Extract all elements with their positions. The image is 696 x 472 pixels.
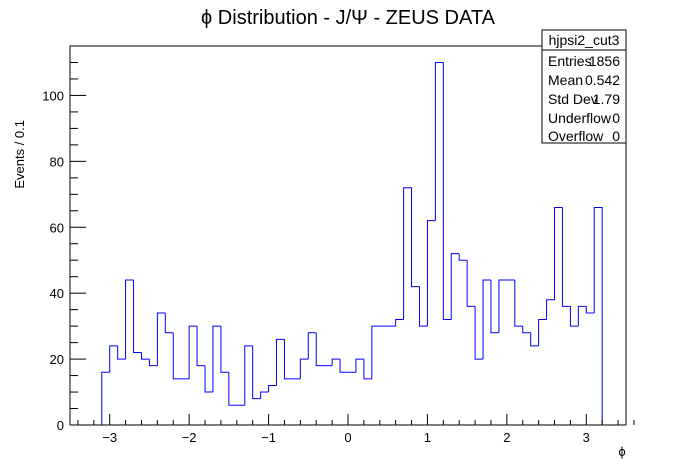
histogram-bin <box>522 326 531 334</box>
chart-title: ϕ Distribution - J/Ψ - ZEUS DATA <box>201 7 496 29</box>
x-tick-label: 3 <box>583 430 590 445</box>
x-axis-label: ϕ <box>618 444 625 459</box>
histogram-bin <box>299 358 309 379</box>
y-axis-ticks: 0 20 40 60 80 100 <box>42 45 86 433</box>
histogram-bin <box>228 372 237 406</box>
histogram-bin <box>411 187 420 288</box>
histogram-bin <box>554 206 563 300</box>
histogram-bin <box>577 305 587 327</box>
y-axis-label: Events / 0.1 <box>12 120 27 189</box>
histogram-bin <box>442 62 452 321</box>
histogram-bin <box>561 207 571 307</box>
y-tick-label: 100 <box>42 88 64 103</box>
histogram-bin <box>538 319 547 346</box>
x-tick-label: 2 <box>503 430 510 445</box>
x-tick-label: −1 <box>261 430 276 445</box>
histogram-bin <box>355 358 364 373</box>
histogram-bin <box>109 345 118 373</box>
x-tick-label: −2 <box>182 430 197 445</box>
histogram-bin <box>268 384 277 393</box>
stats-box-title: hjpsi2_cut3 <box>549 32 620 48</box>
stats-box-frame <box>541 29 627 144</box>
histogram-bin <box>474 306 484 360</box>
histogram-bin <box>244 345 253 406</box>
histogram-bin <box>164 312 174 334</box>
x-tick-label: 0 <box>344 430 351 445</box>
histogram-bin <box>125 279 134 360</box>
histogram-bin <box>418 286 428 327</box>
x-tick-label: −3 <box>102 430 117 445</box>
stats-underflow-value: 0 <box>612 110 620 126</box>
histogram-bin <box>140 352 150 360</box>
stats-entries-label: Entries <box>548 53 592 69</box>
histogram-bin <box>403 187 412 320</box>
stats-overflow-label: Overflow <box>548 128 604 144</box>
histogram-bin <box>530 332 539 347</box>
histogram-bin <box>339 359 348 373</box>
histogram-bin <box>395 319 404 327</box>
x-tick-label: 1 <box>424 430 431 445</box>
histogram-bin <box>466 260 476 307</box>
histogram-bin <box>450 253 460 320</box>
histogram-bin <box>593 206 603 425</box>
histogram-bin <box>498 279 507 333</box>
stats-mean-value: 0.542 <box>585 72 620 88</box>
histogram-bin <box>133 279 142 353</box>
histogram-bin <box>220 326 229 373</box>
histogram-bin <box>490 279 499 334</box>
stats-stddev-value: 1.79 <box>593 91 620 107</box>
stats-underflow-label: Underflow <box>548 110 612 126</box>
histogram-bin <box>371 325 380 379</box>
histogram-bin <box>172 332 182 380</box>
histogram-bin <box>283 339 293 380</box>
y-tick-label: 60 <box>50 220 64 235</box>
histogram-bin <box>101 371 110 425</box>
histogram-bin <box>196 326 206 367</box>
y-tick-label: 80 <box>50 154 64 169</box>
histogram-bin <box>260 391 269 399</box>
stats-mean-label: Mean <box>548 72 583 88</box>
stats-overflow-value: 0 <box>612 128 620 144</box>
histogram-bin <box>315 332 325 367</box>
histogram-bin <box>482 279 491 360</box>
histogram-bin <box>276 338 285 386</box>
y-tick-label: 0 <box>57 418 64 433</box>
histogram-bin <box>585 306 595 314</box>
y-tick-label: 40 <box>50 286 64 301</box>
histogram-bin <box>188 325 198 379</box>
stats-entries-value: 1856 <box>589 53 620 69</box>
histogram-bin <box>569 306 579 327</box>
histogram-bin <box>458 253 468 261</box>
y-tick-label: 20 <box>50 352 64 367</box>
stats-box: hjpsi2_cut3 Entries 1856 Mean 0.542 Std … <box>541 29 627 144</box>
histogram-bin <box>426 220 436 327</box>
histogram-bin <box>363 359 372 380</box>
histogram-bin <box>514 279 523 327</box>
x-axis-ticks: −3 −2 −1 0 1 2 3 <box>77 414 635 445</box>
histogram-bin <box>204 365 213 393</box>
histogram-bin <box>546 299 555 320</box>
histogram-series <box>101 61 603 425</box>
histogram-bin <box>434 61 444 221</box>
histogram-bin <box>252 345 261 400</box>
histogram-bin <box>117 345 126 360</box>
histogram-bin <box>331 358 341 366</box>
histogram-bin <box>148 359 158 367</box>
stats-stddev-label: Std Dev <box>548 91 598 107</box>
histogram-bin <box>212 325 221 393</box>
histogram-bin <box>156 312 166 366</box>
histogram-bin <box>307 332 317 360</box>
